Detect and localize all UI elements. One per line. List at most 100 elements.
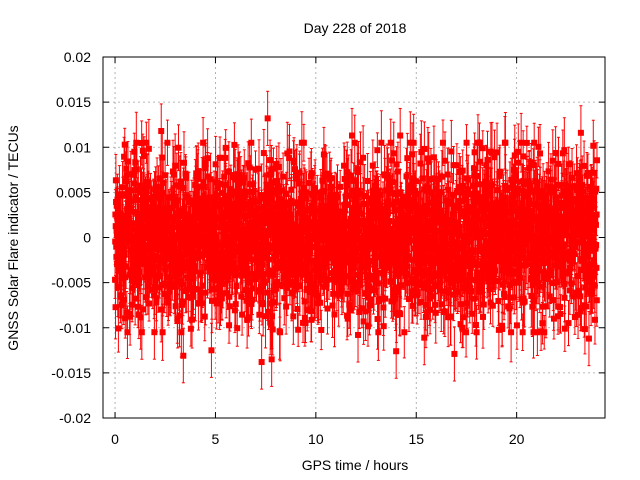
data-point bbox=[318, 326, 325, 333]
data-point bbox=[208, 196, 215, 203]
data-point bbox=[226, 303, 233, 310]
data-point bbox=[153, 204, 160, 211]
data-point bbox=[310, 280, 317, 287]
data-point bbox=[128, 198, 135, 205]
data-point bbox=[142, 294, 149, 301]
data-point bbox=[246, 225, 253, 232]
data-point bbox=[202, 289, 209, 296]
data-point bbox=[289, 221, 296, 228]
data-point bbox=[217, 299, 224, 306]
data-point bbox=[160, 179, 167, 186]
data-point bbox=[222, 144, 229, 151]
data-point bbox=[238, 204, 245, 211]
data-point bbox=[211, 227, 218, 234]
data-point bbox=[246, 164, 253, 171]
data-point bbox=[235, 181, 242, 188]
data-point bbox=[242, 192, 249, 199]
data-point bbox=[281, 295, 288, 302]
data-point bbox=[296, 283, 303, 290]
data-point bbox=[233, 283, 240, 290]
data-point bbox=[229, 201, 236, 208]
data-point bbox=[136, 277, 143, 284]
data-point bbox=[294, 306, 301, 313]
data-point bbox=[205, 248, 212, 255]
data-point bbox=[146, 300, 153, 307]
data-point bbox=[260, 150, 267, 157]
data-point bbox=[286, 148, 293, 155]
data-point bbox=[300, 139, 307, 146]
data-point bbox=[113, 202, 120, 209]
data-point bbox=[256, 311, 263, 318]
data-point bbox=[231, 307, 238, 314]
data-point bbox=[290, 200, 297, 207]
data-point bbox=[264, 289, 271, 296]
data-point bbox=[290, 159, 297, 166]
data-point bbox=[296, 180, 303, 187]
data-point bbox=[240, 179, 247, 186]
data-point bbox=[120, 296, 127, 303]
data-point bbox=[209, 224, 216, 231]
data-point bbox=[129, 246, 136, 253]
data-point bbox=[217, 154, 224, 161]
data-point bbox=[176, 183, 183, 190]
data-point bbox=[126, 234, 133, 241]
data-point bbox=[175, 144, 182, 151]
data-point bbox=[306, 232, 313, 239]
data-point bbox=[122, 178, 129, 185]
data-point bbox=[182, 174, 189, 181]
data-point bbox=[266, 196, 273, 203]
data-point bbox=[270, 189, 277, 196]
data-point bbox=[163, 253, 170, 260]
data-point bbox=[309, 190, 316, 197]
data-point bbox=[172, 162, 179, 169]
data-point bbox=[265, 308, 272, 315]
data-point bbox=[200, 179, 207, 186]
data-point bbox=[285, 271, 292, 278]
data-point bbox=[309, 244, 316, 251]
data-point bbox=[121, 153, 128, 160]
data-point bbox=[138, 139, 145, 146]
data-point bbox=[267, 208, 274, 215]
data-point bbox=[195, 300, 202, 307]
data-point bbox=[267, 157, 274, 164]
data-point bbox=[255, 198, 262, 205]
data-point bbox=[217, 204, 224, 211]
data-point bbox=[176, 312, 183, 319]
data-point bbox=[258, 192, 265, 199]
data-point bbox=[243, 297, 250, 304]
data-point bbox=[243, 188, 250, 195]
data-point bbox=[180, 281, 187, 288]
data-point bbox=[130, 226, 137, 233]
data-point bbox=[276, 282, 283, 289]
data-point bbox=[314, 189, 321, 196]
data-point bbox=[115, 325, 122, 332]
data-point bbox=[151, 329, 158, 336]
data-point bbox=[179, 301, 186, 308]
data-point bbox=[278, 258, 285, 265]
data-point bbox=[308, 316, 315, 323]
data-point bbox=[122, 274, 129, 281]
data-point bbox=[293, 175, 300, 182]
data-point bbox=[126, 204, 133, 211]
data-point bbox=[158, 306, 165, 313]
data-point bbox=[159, 329, 166, 336]
data-point bbox=[289, 239, 296, 246]
data-point bbox=[253, 269, 260, 276]
data-point bbox=[312, 185, 319, 192]
data-point bbox=[214, 185, 221, 192]
data-point bbox=[116, 191, 123, 198]
data-point bbox=[124, 190, 131, 197]
data-point bbox=[128, 187, 135, 194]
data-point bbox=[221, 258, 228, 265]
data-point bbox=[161, 280, 168, 287]
data-point bbox=[279, 218, 286, 225]
data-point bbox=[237, 176, 244, 183]
data-point bbox=[144, 273, 151, 280]
data-point bbox=[290, 313, 297, 320]
data-point bbox=[301, 314, 308, 321]
data-point bbox=[194, 286, 201, 293]
data-point bbox=[159, 189, 166, 196]
data-point bbox=[207, 264, 214, 271]
data-point bbox=[172, 283, 179, 290]
data-point bbox=[308, 236, 315, 243]
